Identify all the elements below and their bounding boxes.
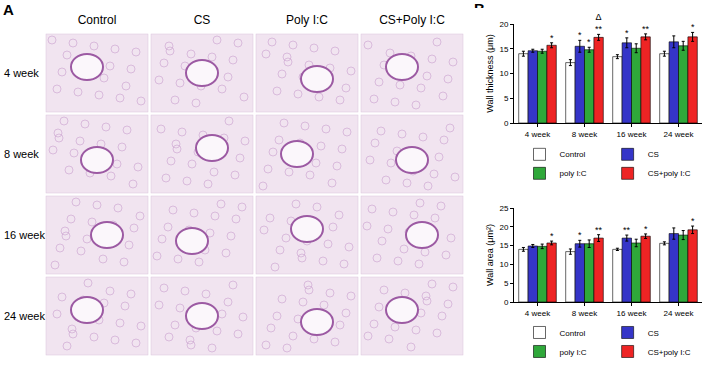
svg-text:15: 15 (499, 241, 508, 250)
svg-text:4 week: 4 week (4, 67, 39, 79)
svg-text:*: * (691, 216, 695, 226)
svg-text:24 week: 24 week (664, 130, 695, 139)
svg-text:Δ**: Δ** (595, 12, 603, 34)
svg-text:CS: CS (648, 329, 659, 338)
svg-text:*: * (578, 230, 582, 240)
svg-text:Wall area (μm²): Wall area (μm²) (485, 224, 495, 286)
svg-text:**: ** (642, 24, 650, 34)
svg-text:Poly I:C: Poly I:C (286, 13, 328, 27)
svg-text:*: * (550, 231, 554, 241)
svg-text:A: A (3, 1, 14, 18)
svg-text:16 week: 16 week (4, 229, 45, 241)
svg-text:Wall thickness (μm): Wall thickness (μm) (485, 34, 495, 112)
html-text:B: B (474, 0, 485, 17)
svg-text:24 week: 24 week (4, 310, 45, 322)
svg-text:Control: Control (78, 13, 117, 27)
svg-text:10: 10 (499, 260, 508, 269)
svg-text:CS: CS (648, 150, 659, 159)
svg-text:16 week: 16 week (617, 130, 648, 139)
svg-text:poly I:C: poly I:C (560, 169, 587, 178)
svg-text:0: 0 (504, 119, 509, 128)
svg-text:15: 15 (499, 45, 508, 54)
svg-text:Control: Control (560, 329, 586, 338)
svg-text:*: * (691, 22, 695, 32)
svg-text:*: * (644, 224, 648, 234)
svg-text:25: 25 (499, 204, 508, 213)
svg-text:**: ** (623, 225, 631, 235)
svg-text:5: 5 (504, 94, 509, 103)
svg-text:4 week: 4 week (525, 309, 551, 318)
svg-text:*: * (550, 33, 554, 43)
svg-text:**: ** (595, 225, 603, 235)
svg-text:CS: CS (194, 13, 211, 27)
svg-text:*: * (578, 30, 582, 40)
svg-text:5: 5 (504, 279, 509, 288)
svg-text:Control: Control (560, 150, 586, 159)
svg-text:*: * (625, 28, 629, 38)
svg-text:*: * (587, 37, 591, 47)
svg-text:16 week: 16 week (617, 309, 648, 318)
svg-text:0: 0 (504, 298, 509, 307)
svg-text:8 week: 8 week (572, 309, 598, 318)
svg-text:4 week: 4 week (525, 130, 551, 139)
svg-text:8 week: 8 week (4, 148, 39, 160)
svg-text:20: 20 (499, 223, 508, 232)
svg-text:10: 10 (499, 69, 508, 78)
svg-text:24 week: 24 week (664, 309, 695, 318)
svg-text:20: 20 (499, 20, 508, 29)
svg-text:poly I:C: poly I:C (560, 348, 587, 357)
svg-text:8 week: 8 week (572, 130, 598, 139)
svg-text:CS+Poly I:C: CS+Poly I:C (379, 13, 445, 27)
svg-text:CS+poly I:C: CS+poly I:C (648, 169, 691, 178)
svg-text:CS+poly I:C: CS+poly I:C (648, 348, 691, 357)
